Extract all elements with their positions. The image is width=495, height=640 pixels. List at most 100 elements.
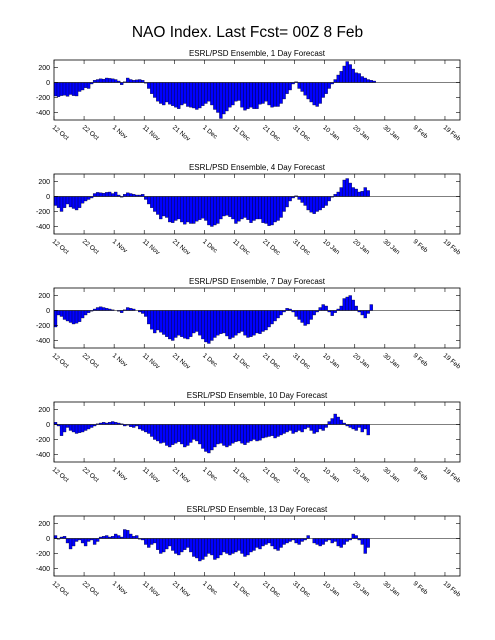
chart-bar [327, 421, 331, 425]
chart-bar [234, 196, 238, 224]
chart-bar [65, 538, 70, 544]
chart-bar [273, 82, 277, 107]
chart-bar [261, 310, 265, 332]
x-tick-label: 12 Oct [51, 238, 70, 256]
chart-bar [129, 79, 133, 83]
chart-bar [252, 196, 256, 221]
chart-bar [249, 424, 253, 442]
chart-bar [255, 310, 259, 334]
x-tick-label: 31 Dec [291, 580, 312, 599]
y-tick-label: 0 [46, 308, 50, 315]
chart-bar [282, 82, 286, 100]
chart-bar [267, 424, 271, 437]
chart-bar [92, 538, 97, 545]
chart-bar [231, 424, 235, 444]
chart-bar [294, 310, 298, 317]
chart-bar [180, 538, 184, 553]
x-tick-label: 11 Nov [141, 238, 161, 257]
chart-bar [156, 310, 160, 331]
chart-bar [261, 538, 265, 547]
chart-bar [327, 196, 331, 202]
chart-bar [303, 310, 307, 326]
x-tick-label: 1 Nov [111, 352, 129, 369]
chart-bar [156, 82, 160, 102]
plot-frame [53, 287, 461, 349]
chart-bar [174, 82, 178, 108]
chart-bar [198, 310, 202, 336]
x-tick-label: 9 Feb [412, 352, 430, 368]
chart-bar [234, 310, 238, 336]
chart-bar [237, 424, 241, 442]
chart-bar [267, 82, 271, 106]
chart-bar [204, 196, 208, 221]
chart-bar [126, 307, 130, 311]
y-tick-label: -400 [36, 338, 50, 345]
chart-bar [65, 424, 70, 428]
chart-bar [183, 82, 187, 104]
chart-bar [210, 424, 214, 451]
chart-bar [180, 310, 184, 337]
chart-bar [183, 538, 187, 550]
chart-bar [53, 82, 58, 97]
chart-bar [189, 424, 193, 443]
chart-bar [62, 310, 67, 320]
y-tick-label: 200 [38, 293, 50, 300]
chart-bar [56, 196, 61, 208]
x-tick-label: 19 Feb [442, 580, 462, 599]
chart-bar [252, 538, 256, 551]
chart-bar [225, 196, 229, 216]
chart-bar [240, 196, 244, 220]
chart-bar [120, 310, 124, 313]
x-tick-label: 30 Jan [382, 124, 402, 142]
chart-bar [231, 196, 235, 220]
chart-bar [273, 196, 277, 223]
chart-bar [243, 538, 247, 557]
chart-bar [312, 424, 316, 434]
chart-bar [207, 82, 211, 102]
chart-bar [162, 196, 166, 217]
chart-bar [222, 310, 226, 334]
chart-bar [321, 304, 325, 311]
x-tick-label: 10 Jan [321, 352, 341, 370]
x-tick-label: 21 Dec [261, 238, 282, 257]
x-tick-label: 11 Dec [231, 124, 251, 143]
chart-bar [126, 530, 130, 539]
chart-bar [234, 82, 238, 102]
chart-bar [267, 538, 271, 544]
chart-bar [171, 196, 175, 223]
chart-bar [74, 310, 79, 324]
x-tick-label: 21 Nov [171, 466, 192, 485]
chart-bar [279, 538, 283, 548]
chart-bar [198, 196, 202, 220]
chart-bar [249, 538, 253, 553]
chart-bar [273, 310, 277, 322]
chart-bar [95, 307, 100, 311]
chart-bar [162, 424, 166, 443]
chart-bar [80, 424, 85, 433]
chart-bar [315, 196, 319, 212]
chart-bar [297, 196, 301, 200]
chart-bar [264, 538, 268, 545]
x-tick-label: 31 Dec [291, 124, 312, 143]
chart-bar [68, 424, 73, 431]
chart-bar [234, 424, 238, 442]
chart-bar [216, 310, 220, 336]
plot-frame [53, 173, 461, 235]
x-tick-label: 30 Jan [382, 238, 402, 256]
chart-bar [264, 424, 268, 438]
chart-bar [186, 538, 190, 548]
chart-bar [264, 310, 268, 331]
chart-bar [324, 82, 328, 94]
chart-bar [288, 196, 292, 202]
chart-bar [276, 310, 280, 319]
chart-bar [114, 79, 118, 83]
x-tick-label: 12 Oct [51, 580, 70, 598]
chart-bar [252, 310, 256, 336]
chart-bar [315, 82, 319, 107]
chart-bar [330, 418, 334, 425]
chart-bar [351, 68, 355, 83]
x-tick-label: 30 Jan [382, 580, 402, 598]
chart-bar [216, 82, 220, 113]
x-tick-label: 1 Dec [201, 238, 219, 255]
